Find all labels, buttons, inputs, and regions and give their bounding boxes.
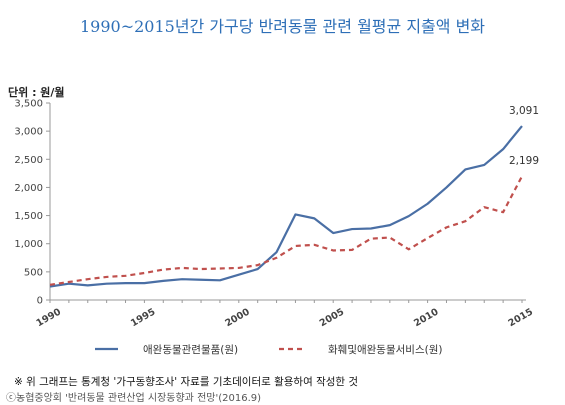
- legend: 애완동물관련물품(원) 화훼및애완동물서비스(원): [95, 343, 442, 356]
- x-tick-label: 2010: [412, 306, 441, 329]
- y-tick-label: 3,000: [14, 127, 43, 138]
- end-value-label-2: 2,199: [509, 155, 539, 167]
- y-tick-label: 1,500: [14, 211, 43, 222]
- y-tick-label: 2,500: [14, 155, 43, 166]
- axes: 0 500 1,000 1,500 2,000 2,500 3,000 3,500 1990 19…: [14, 99, 535, 330]
- x-tick-label: 2015: [507, 306, 535, 329]
- x-tick-label: 1995: [129, 306, 157, 329]
- series-line-2: [49, 175, 523, 286]
- x-tick-label: 2005: [318, 306, 346, 329]
- series-lines: [49, 125, 523, 288]
- y-tick-label: 500: [24, 267, 43, 278]
- x-tick-label: 2000: [223, 306, 252, 329]
- source-credit: ⓒ농협중앙회 '반려동물 관련산업 시장동향과 전망'(2016.9): [6, 393, 262, 404]
- x-tick-label: 1990: [35, 306, 64, 329]
- end-value-label-1: 3,091: [509, 105, 539, 117]
- data-labels: 3,091 2,199: [509, 105, 539, 167]
- y-tick-label: 1,000: [14, 239, 43, 250]
- y-tick-label: 0: [37, 296, 43, 307]
- legend-label-1: 애완동물관련물품(원): [143, 343, 238, 356]
- y-tick-label: 3,500: [14, 99, 43, 110]
- footnote: ※ 위 그래프는 통계청 '가구동향조사' 자료를 기초데이터로 활용하여 작성…: [14, 376, 359, 388]
- legend-label-2: 화훼및애완동물서비스(원): [328, 343, 442, 356]
- unit-label: 단위 : 원/월: [8, 86, 65, 99]
- series-line-1: [49, 125, 523, 288]
- chart-title: 1990~2015년간 가구당 반려동물 관련 월평균 지출액 변화: [79, 17, 486, 36]
- y-tick-label: 2,000: [14, 183, 43, 194]
